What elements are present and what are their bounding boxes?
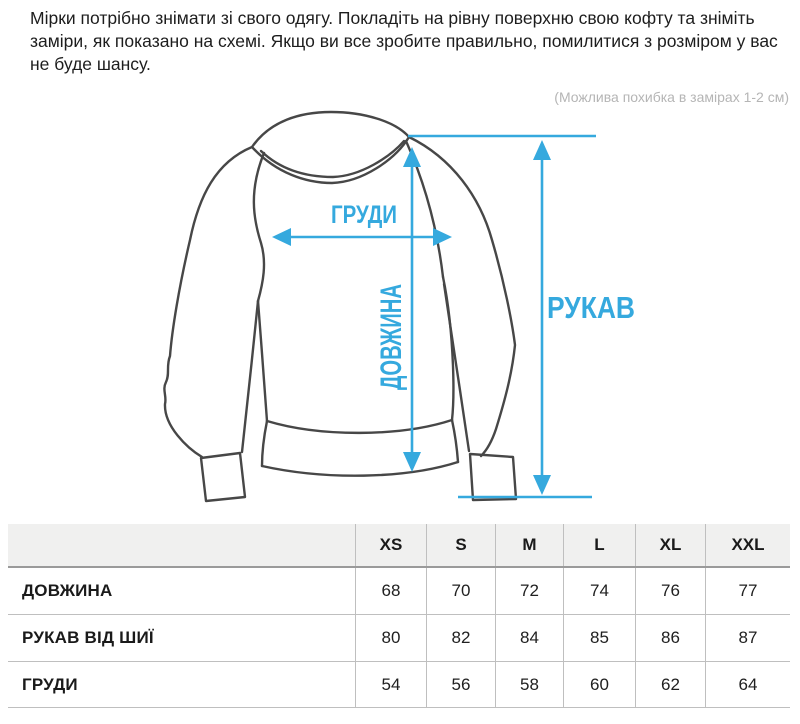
size-header-xs: XS (355, 524, 426, 566)
length-label: ДОВЖИНА (375, 284, 408, 390)
cell-value: 80 (355, 615, 426, 661)
body-left-edge (256, 299, 269, 423)
cell-value: 84 (495, 615, 563, 661)
table-row-length: ДОВЖИНА 68 70 72 74 76 77 (8, 568, 790, 615)
left-sleeve-outer-edge (163, 145, 254, 459)
cell-value: 64 (705, 662, 790, 707)
tolerance-note: (Можлива похибка в замірах 1-2 см) (554, 89, 789, 105)
length-arrow (403, 147, 421, 472)
waistband-left-edge (260, 419, 269, 468)
collar-top-line (250, 110, 411, 149)
cell-value: 85 (563, 615, 635, 661)
cell-value: 87 (705, 615, 790, 661)
right-sleeve-outer-edge (407, 135, 517, 458)
cell-value: 56 (426, 662, 495, 707)
left-cuff (199, 451, 247, 503)
cell-value: 68 (355, 568, 426, 614)
cell-value: 76 (635, 568, 705, 614)
size-table-header-row: XS S M L XL XXL (8, 524, 790, 568)
size-header-m: M (495, 524, 563, 566)
right-cuff (468, 452, 518, 502)
sleeve-arrowhead-top (533, 140, 551, 160)
table-row-chest: ГРУДИ 54 56 58 60 62 64 (8, 662, 790, 708)
size-header-l: L (563, 524, 635, 566)
size-header-xl: XL (635, 524, 705, 566)
cell-value: 58 (495, 662, 563, 707)
chest-arrow (272, 228, 452, 246)
body-right-edge (441, 275, 455, 422)
waistband-top-seam (265, 418, 454, 435)
cell-value: 74 (563, 568, 635, 614)
cell-value: 70 (426, 568, 495, 614)
cell-value: 82 (426, 615, 495, 661)
cell-value: 60 (563, 662, 635, 707)
sleeve-arrow (408, 134, 596, 499)
table-row-sleeve-from-neck: РУКАВ ВІД ШИЇ 80 82 84 85 86 87 (8, 615, 790, 662)
collar-bottom-outer-line (250, 135, 411, 185)
chest-label: ГРУДИ (331, 201, 397, 229)
left-sleeve-inner-edge (240, 299, 260, 454)
sleeve-label: РУКАВ (547, 290, 635, 325)
measurement-annotations: ГРУДИ ДОВЖИНА РУКАВ (272, 134, 635, 499)
chest-arrowhead-left (272, 228, 291, 246)
length-arrowhead-top (403, 147, 421, 167)
size-table: XS S M L XL XXL ДОВЖИНА 68 70 72 74 76 7… (8, 524, 790, 708)
cell-value: 77 (705, 568, 790, 614)
sleeve-arrowhead-bottom (533, 475, 551, 495)
row-label: РУКАВ ВІД ШИЇ (22, 628, 154, 647)
row-label: ДОВЖИНА (22, 581, 113, 600)
chest-arrowhead-right (433, 228, 452, 246)
sweatshirt-outline (163, 110, 518, 503)
cell-value: 62 (635, 662, 705, 707)
cell-value: 72 (495, 568, 563, 614)
cell-value: 86 (635, 615, 705, 661)
size-header-s: S (426, 524, 495, 566)
waistband-bottom-edge (260, 460, 460, 477)
header-empty-cell (8, 524, 355, 566)
cell-value: 54 (355, 662, 426, 707)
length-arrowhead-bottom (403, 452, 421, 472)
left-raglan-seam (252, 151, 266, 303)
size-header-xxl: XXL (705, 524, 790, 566)
waistband-right-edge (450, 418, 460, 464)
intro-text: Мірки потрібно знімати зі свого одягу. П… (30, 8, 778, 74)
row-label: ГРУДИ (22, 674, 78, 694)
collar-bottom-inner-line (259, 139, 406, 179)
